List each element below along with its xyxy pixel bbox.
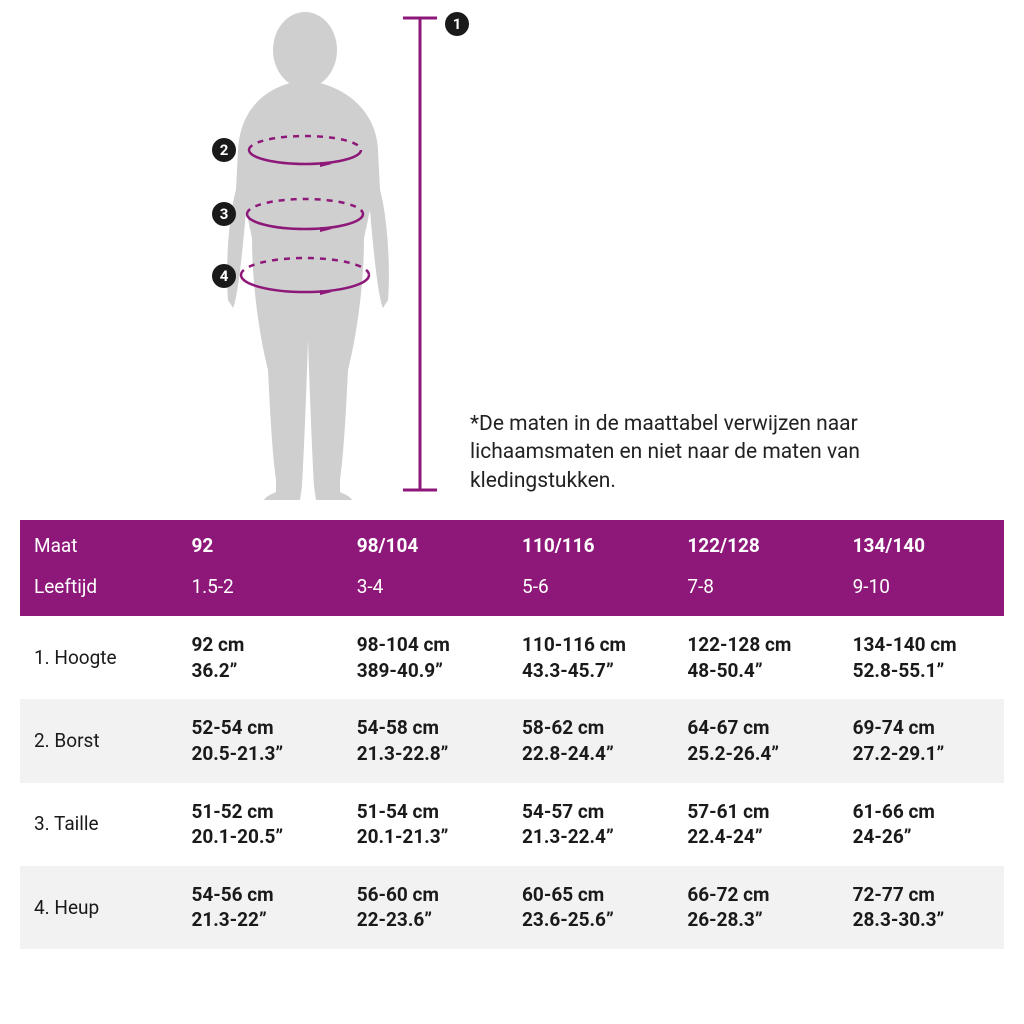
size-col-3: 122/128: [673, 520, 838, 571]
marker-4: 4: [212, 264, 236, 288]
cell-value: 122-128 cm48-50.4”: [673, 616, 838, 699]
cell-value: 66-72 cm26-28.3”: [673, 866, 838, 949]
age-col-1: 3-4: [343, 571, 508, 616]
size-table-body: 1. Hoogte92 cm36.2”98-104 cm389-40.9”110…: [20, 616, 1004, 949]
size-col-0: 92: [177, 520, 342, 571]
cell-value: 51-54 cm20.1-21.3”: [343, 783, 508, 866]
age-col-3: 7-8: [673, 571, 838, 616]
cell-value: 69-74 cm27.2-29.1”: [839, 699, 1004, 782]
header-row-age: Leeftijd 1.5-2 3-4 5-6 7-8 9-10: [20, 571, 1004, 616]
diagram-section: 1 2 3 4 *De maten in de maattabel verwij…: [20, 0, 1004, 520]
table-row: 1. Hoogte92 cm36.2”98-104 cm389-40.9”110…: [20, 616, 1004, 699]
age-col-4: 9-10: [839, 571, 1004, 616]
cell-value: 52-54 cm20.5-21.3”: [177, 699, 342, 782]
cell-value: 92 cm36.2”: [177, 616, 342, 699]
table-row: 2. Borst52-54 cm20.5-21.3”54-58 cm21.3-2…: [20, 699, 1004, 782]
cell-value: 54-57 cm21.3-22.4”: [508, 783, 673, 866]
row-label: 2. Borst: [20, 699, 177, 782]
cell-value: 54-58 cm21.3-22.8”: [343, 699, 508, 782]
cell-value: 56-60 cm22-23.6”: [343, 866, 508, 949]
marker-1: 1: [445, 12, 469, 36]
header-age-label: Leeftijd: [20, 571, 177, 616]
cell-value: 134-140 cm52.8-55.1”: [839, 616, 1004, 699]
cell-value: 61-66 cm24-26”: [839, 783, 1004, 866]
size-col-4: 134/140: [839, 520, 1004, 571]
cell-value: 110-116 cm43.3-45.7”: [508, 616, 673, 699]
cell-value: 98-104 cm389-40.9”: [343, 616, 508, 699]
body-svg: [20, 0, 460, 510]
height-indicator: [403, 18, 437, 490]
size-col-2: 110/116: [508, 520, 673, 571]
size-col-1: 98/104: [343, 520, 508, 571]
cell-value: 51-52 cm20.1-20.5”: [177, 783, 342, 866]
cell-value: 72-77 cm28.3-30.3”: [839, 866, 1004, 949]
marker-3: 3: [212, 202, 236, 226]
header-row-size: Maat 92 98/104 110/116 122/128 134/140: [20, 520, 1004, 571]
age-col-2: 5-6: [508, 571, 673, 616]
cell-value: 54-56 cm21.3-22”: [177, 866, 342, 949]
cell-value: 64-67 cm25.2-26.4”: [673, 699, 838, 782]
header-size-label: Maat: [20, 520, 177, 571]
cell-value: 58-62 cm22.8-24.4”: [508, 699, 673, 782]
marker-2: 2: [212, 138, 236, 162]
table-row: 3. Taille51-52 cm20.1-20.5”51-54 cm20.1-…: [20, 783, 1004, 866]
cell-value: 57-61 cm22.4-24”: [673, 783, 838, 866]
row-label: 1. Hoogte: [20, 616, 177, 699]
footnote: *De maten in de maattabel verwijzen naar…: [470, 410, 870, 495]
table-row: 4. Heup54-56 cm21.3-22”56-60 cm22-23.6”6…: [20, 866, 1004, 949]
age-col-0: 1.5-2: [177, 571, 342, 616]
cell-value: 60-65 cm23.6-25.6”: [508, 866, 673, 949]
row-label: 3. Taille: [20, 783, 177, 866]
row-label: 4. Heup: [20, 866, 177, 949]
body-diagram: 1 2 3 4: [20, 0, 460, 520]
size-table: Maat 92 98/104 110/116 122/128 134/140 L…: [20, 520, 1004, 949]
